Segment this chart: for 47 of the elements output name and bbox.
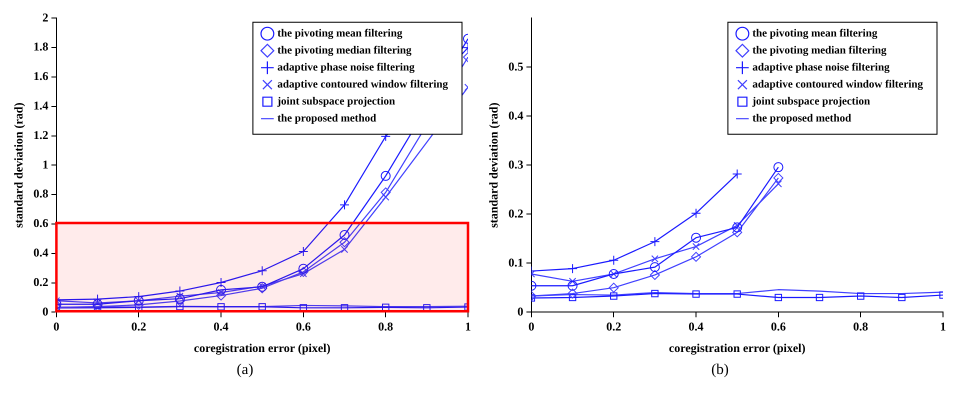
x-axis-title: coregistration error (pixel): [194, 340, 331, 355]
text: (a): [236, 362, 254, 379]
y-tick-label: 0.8: [33, 186, 48, 201]
legend-label: the pivoting median filtering: [277, 44, 412, 57]
y-tick-label: 0.4: [33, 245, 48, 260]
x-tick-label: 0: [53, 319, 60, 334]
x-tick-label: 0.4: [688, 319, 704, 334]
y-tick-label: 1: [42, 157, 48, 172]
x-tick-label: 0.8: [853, 319, 868, 334]
legend-label: joint subspace projection: [751, 96, 870, 108]
legend-label: adaptive phase noise filtering: [277, 62, 416, 74]
y-tick-label: 2: [42, 10, 48, 24]
legend-label: the proposed method: [277, 112, 376, 125]
y-tick-label: 0.4: [508, 108, 524, 122]
y-tick-label: 0.1: [508, 255, 524, 270]
y-tick-label: 0.5: [508, 59, 524, 74]
legend-label: the pivoting median filtering: [752, 44, 888, 57]
y-tick-label: 1.6: [33, 69, 48, 84]
y-tick-label: 0.2: [33, 274, 48, 289]
text: (b): [710, 362, 730, 379]
legend-label: the pivoting mean filtering: [277, 28, 403, 40]
x-axis-title: coregistration error (pixel): [668, 340, 806, 355]
legend-label: adaptive phase noise filtering: [752, 62, 890, 74]
y-tick-label: 1.2: [33, 128, 48, 142]
x-tick-label: 0.4: [214, 319, 229, 334]
y-tick-label: 1.8: [33, 40, 48, 54]
y-tick-label: 0: [517, 304, 524, 318]
y-tick-label: 0.2: [508, 206, 524, 220]
x-tick-label: 1: [940, 319, 946, 334]
y-tick-label: 0.3: [508, 157, 524, 172]
x-tick-label: 1: [465, 319, 471, 334]
x-tick-label: 0: [528, 319, 534, 334]
legend-label: adaptive contoured window filtering: [277, 78, 448, 91]
y-axis-title: standard deviation (rad): [11, 102, 26, 228]
legend-label: adaptive contoured window filtering: [752, 78, 924, 91]
y-tick-label: 0.6: [33, 216, 48, 230]
y-axis-title: standard deviation (rad): [486, 102, 500, 228]
legend-label: joint subspace projection: [276, 96, 396, 108]
y-tick-label: 1.4: [33, 98, 48, 112]
x-tick-label: 0.2: [606, 319, 622, 334]
x-tick-label: 0.8: [378, 319, 394, 334]
y-tick-label: 0: [42, 304, 48, 318]
x-tick-label: 0.6: [770, 319, 786, 334]
legend-label: the proposed method: [752, 112, 852, 125]
x-tick-label: 0.2: [131, 319, 146, 334]
legend-label: the pivoting mean filtering: [752, 28, 878, 40]
x-tick-label: 0.6: [296, 319, 311, 334]
